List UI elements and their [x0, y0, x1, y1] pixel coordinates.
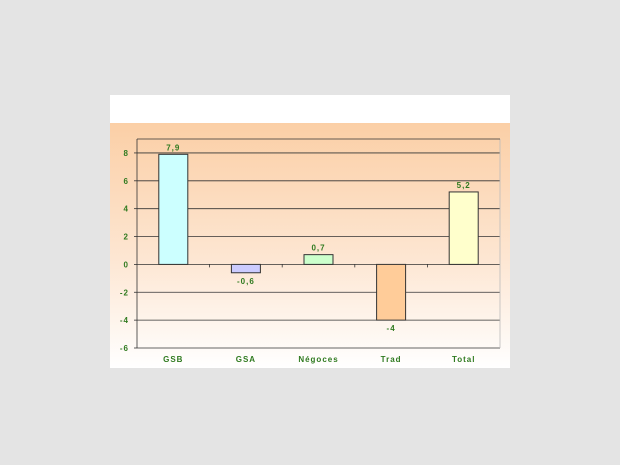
bar-trad	[376, 263, 407, 321]
y-tick-label: 4	[124, 205, 129, 214]
bar-chart: -6 -4 -2 0 2 4 6 8 7,9 GSB -0,6 GSA 0,7 Négoces -4 Trad…	[120, 138, 501, 364]
bar-gsa	[230, 263, 261, 274]
data-label: 5,2	[457, 181, 471, 190]
data-label: 0,7	[311, 244, 325, 253]
x-tick-label: Total	[452, 355, 476, 364]
x-tick-label: GSA	[236, 355, 256, 364]
y-tick-label: -2	[120, 288, 129, 297]
chart-area: -6 -4 -2 0 2 4 6 8 7,9 GSB -0,6 GSA 0,7 Négoces -4 Trad…	[110, 95, 510, 368]
y-tick-label: -4	[120, 316, 129, 325]
bar-négoces	[303, 254, 334, 265]
bar-gsb	[158, 153, 189, 265]
y-tick-label: 6	[124, 177, 129, 186]
y-tick-label: 2	[124, 233, 129, 242]
y-tick-label: 0	[124, 260, 129, 269]
data-label: 7,9	[166, 143, 180, 152]
bar-total	[448, 191, 479, 265]
y-tick-label: 8	[124, 149, 129, 158]
x-tick-label: Trad	[381, 355, 402, 364]
x-tick-label: Négoces	[298, 355, 338, 364]
data-label: -0,6	[237, 277, 255, 286]
data-label: -4	[387, 324, 396, 333]
x-tick-label: GSB	[163, 355, 183, 364]
y-tick-label: -6	[120, 344, 129, 353]
